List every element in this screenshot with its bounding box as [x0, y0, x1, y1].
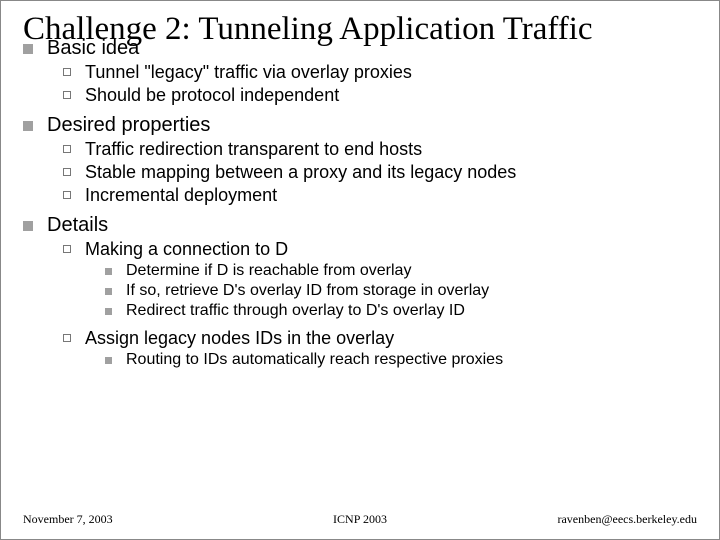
square-outline-icon [63, 245, 71, 253]
section-heading: Desired properties [23, 114, 697, 137]
slide-content: Basic idea Tunnel "legacy" traffic via o… [23, 37, 697, 369]
list-item-text: Assign legacy nodes IDs in the overlay [85, 328, 394, 349]
square-filled-icon [23, 121, 33, 131]
square-outline-icon [63, 91, 71, 99]
list-item-text: Determine if D is reachable from overlay [126, 262, 411, 280]
list-item: Stable mapping between a proxy and its l… [63, 162, 697, 183]
list-item-text: Incremental deployment [85, 185, 277, 206]
section-heading: Details [23, 214, 697, 237]
list-item-text: Tunnel "legacy" traffic via overlay prox… [85, 62, 412, 83]
square-outline-icon [63, 191, 71, 199]
square-outline-icon [63, 334, 71, 342]
square-outline-icon [63, 168, 71, 176]
footer-venue: ICNP 2003 [333, 512, 387, 527]
square-filled-icon [105, 308, 112, 315]
list-item: Tunnel "legacy" traffic via overlay prox… [63, 62, 697, 83]
section-heading-text: Desired properties [47, 114, 210, 137]
list-item-text: Stable mapping between a proxy and its l… [85, 162, 516, 183]
footer-date: November 7, 2003 [23, 512, 113, 527]
footer-email: ravenben@eecs.berkeley.edu [557, 512, 697, 527]
footer: November 7, 2003 ICNP 2003 ravenben@eecs… [1, 512, 719, 527]
square-outline-icon [63, 68, 71, 76]
list-item-text: Redirect traffic through overlay to D's … [126, 302, 465, 320]
square-filled-icon [105, 288, 112, 295]
slide-container: Challenge 2: Tunneling Application Traff… [0, 0, 720, 540]
square-filled-icon [23, 221, 33, 231]
list-item: Should be protocol independent [63, 85, 697, 106]
square-filled-icon [23, 44, 33, 54]
list-item-text: If so, retrieve D's overlay ID from stor… [126, 282, 489, 300]
square-outline-icon [63, 145, 71, 153]
list-item-text: Traffic redirection transparent to end h… [85, 139, 422, 160]
square-filled-icon [105, 268, 112, 275]
list-item: Assign legacy nodes IDs in the overlay [63, 328, 697, 349]
list-item: Incremental deployment [63, 185, 697, 206]
list-item: Traffic redirection transparent to end h… [63, 139, 697, 160]
section-heading-text: Details [47, 214, 108, 237]
list-item-text: Should be protocol independent [85, 85, 339, 106]
list-item: Redirect traffic through overlay to D's … [105, 302, 697, 320]
list-item: Determine if D is reachable from overlay [105, 262, 697, 280]
list-item-text: Routing to IDs automatically reach respe… [126, 351, 503, 369]
section-heading-text: Basic idea [47, 37, 139, 60]
square-filled-icon [105, 357, 112, 364]
list-item: Making a connection to D [63, 239, 697, 260]
list-item: If so, retrieve D's overlay ID from stor… [105, 282, 697, 300]
list-item: Routing to IDs automatically reach respe… [105, 351, 697, 369]
list-item-text: Making a connection to D [85, 239, 288, 260]
